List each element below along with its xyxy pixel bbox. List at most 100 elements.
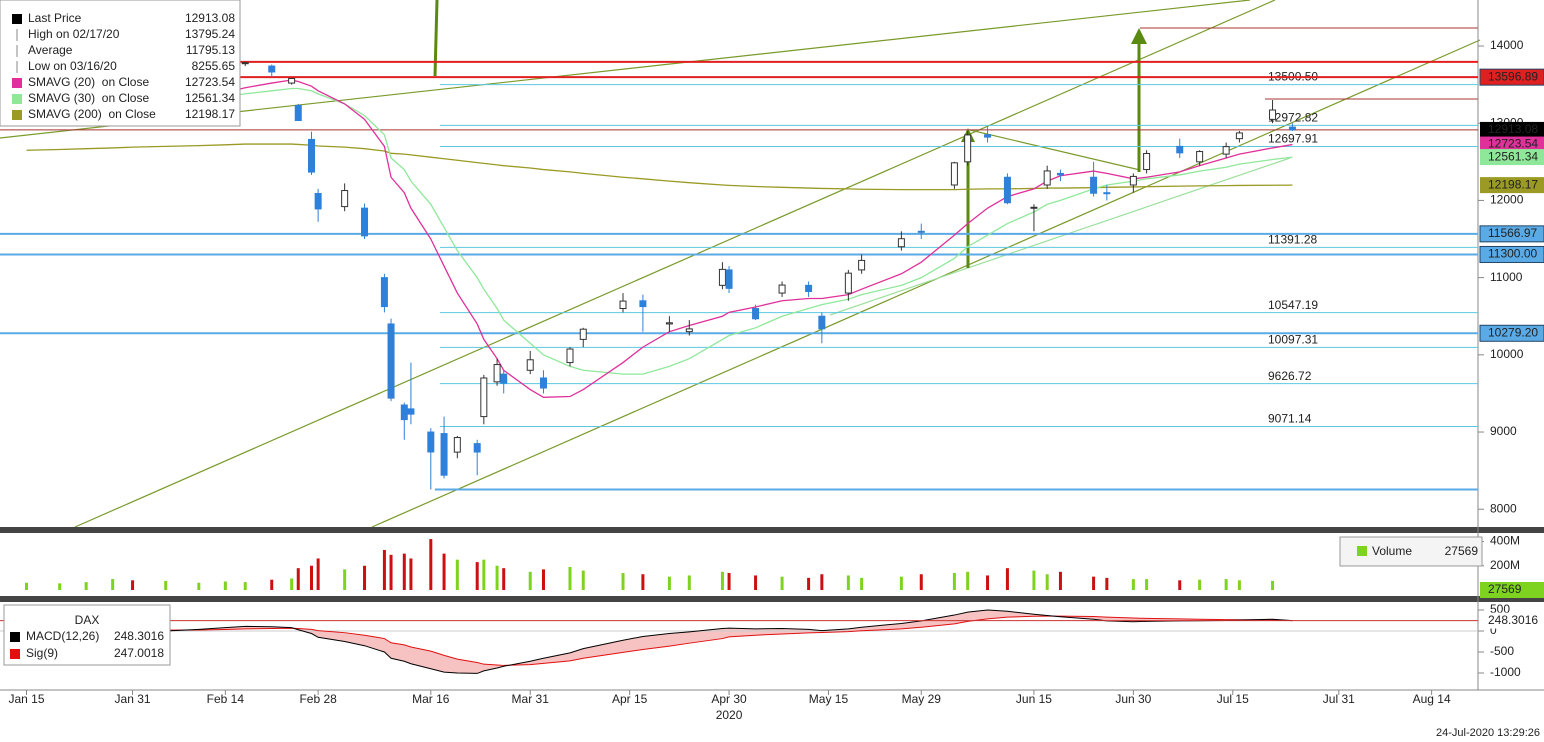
- volume-bar: [382, 549, 386, 590]
- volume-bar: [754, 575, 758, 590]
- candle-body: [539, 377, 547, 389]
- volume-bar: [727, 573, 731, 590]
- level-label: 12697.91: [1268, 132, 1318, 146]
- legend-value: 12561.34: [185, 91, 235, 105]
- candle-body: [407, 408, 415, 415]
- marker-label: 11300.00: [1488, 247, 1537, 261]
- x-tick-label: Jul 15: [1217, 692, 1249, 706]
- x-tick-label: Feb 14: [207, 692, 245, 706]
- candle-body: [685, 328, 693, 333]
- candle-body: [314, 192, 322, 210]
- x-tick-label: Jun 15: [1016, 692, 1052, 706]
- candle-body: [1235, 132, 1243, 140]
- x-tick-label: Jun 30: [1115, 692, 1151, 706]
- x-tick-label: Apr 30: [711, 692, 747, 706]
- candle-body: [917, 230, 925, 233]
- x-tick-label: Mar 16: [412, 692, 450, 706]
- macd-line: [26, 609, 1293, 674]
- volume-bar: [475, 562, 479, 590]
- candle-body: [1043, 170, 1051, 186]
- legend-value: 247.0018: [114, 646, 164, 660]
- sma-box-label: 12561.34: [1488, 149, 1538, 163]
- volume-bar: [310, 565, 314, 590]
- candle-body: [341, 190, 349, 208]
- last-price-box-label: 12913.08: [1488, 122, 1538, 136]
- volume-bar: [581, 570, 585, 590]
- level-label: 9626.72: [1268, 369, 1312, 383]
- legend-value: 13795.24: [185, 27, 235, 41]
- level-label: 11391.28: [1268, 233, 1317, 247]
- legend-label: Average: [28, 43, 73, 57]
- volume-bar: [442, 553, 446, 590]
- candle-body: [1196, 151, 1204, 163]
- volume-bar: [296, 568, 300, 590]
- legend-value: 248.3016: [114, 629, 164, 643]
- y-tick-label: 9000: [1490, 424, 1517, 438]
- volume-bar: [1092, 576, 1096, 590]
- legend-swatch: [12, 14, 22, 24]
- candle-body: [1143, 152, 1151, 171]
- candle-body: [1269, 109, 1277, 120]
- candle-body: [579, 328, 587, 340]
- candle-body: [665, 322, 673, 325]
- volume-bar: [223, 581, 227, 590]
- volume-bar: [687, 575, 691, 590]
- legend-label: High on 02/17/20: [28, 27, 120, 41]
- legend-label: Low on 03/16/20: [28, 59, 117, 73]
- volume-bar: [780, 576, 784, 590]
- volume-bar: [402, 553, 406, 590]
- volume-bar: [1224, 579, 1228, 590]
- sma-box: [1480, 177, 1544, 194]
- volume-bar: [25, 582, 29, 590]
- candle-body: [288, 78, 296, 84]
- candle-body: [1129, 175, 1137, 186]
- volume-bar: [270, 579, 274, 590]
- x-tick-label: Jan 15: [8, 692, 44, 706]
- trend-line: [371, 39, 1481, 528]
- volume-bar: [1045, 574, 1049, 590]
- volume-bar: [429, 539, 433, 590]
- marker-label: 10279.20: [1488, 325, 1538, 339]
- y-tick-label: -1000: [1490, 665, 1521, 679]
- candle-body: [400, 404, 408, 421]
- volume-box-label: 27569: [1488, 582, 1522, 596]
- candle-body: [897, 238, 905, 248]
- macd-box-label: 248.3016: [1488, 613, 1538, 627]
- volume-bar: [846, 575, 850, 590]
- x-axis-label: 2020: [716, 708, 743, 722]
- candle-body: [453, 437, 461, 453]
- volume-bar: [1058, 571, 1062, 590]
- candle-body: [526, 359, 534, 371]
- marker-box: [1479, 245, 1544, 263]
- candle-body: [361, 207, 369, 237]
- y-tick-label: 200M: [1490, 558, 1520, 572]
- x-tick-label: Apr 15: [612, 692, 648, 706]
- sma-line: [26, 143, 1293, 191]
- legend-swatch: [1357, 546, 1367, 556]
- y-tick-label: 10000: [1490, 347, 1524, 361]
- candle-body: [566, 348, 574, 364]
- volume-bar: [58, 583, 62, 590]
- candle-body: [500, 373, 508, 384]
- legend-value: 8255.65: [192, 59, 236, 73]
- legend-label: MACD(12,26): [26, 629, 99, 643]
- candle-body: [1090, 176, 1098, 194]
- marker-box: [1479, 225, 1544, 243]
- volume-bar: [409, 558, 413, 590]
- marker-box: [1479, 324, 1544, 342]
- volume-bar: [495, 565, 499, 590]
- legend-label: Volume: [1372, 544, 1412, 558]
- sma-box-label: 12723.54: [1488, 137, 1538, 151]
- legend-label: Sig(9): [26, 646, 58, 660]
- legend-value: 12198.17: [185, 107, 235, 121]
- volume-bar: [502, 568, 506, 590]
- volume-bar: [455, 559, 459, 590]
- marker-label: 11566.97: [1488, 226, 1537, 240]
- trend-line: [969, 129, 1141, 171]
- legend-value: 11795.13: [186, 43, 235, 57]
- legend-value: 12723.54: [185, 75, 235, 89]
- candle-body: [639, 300, 647, 308]
- candle-body: [778, 284, 786, 294]
- volume-bar: [197, 582, 201, 590]
- y-tick-label: 8000: [1490, 501, 1517, 515]
